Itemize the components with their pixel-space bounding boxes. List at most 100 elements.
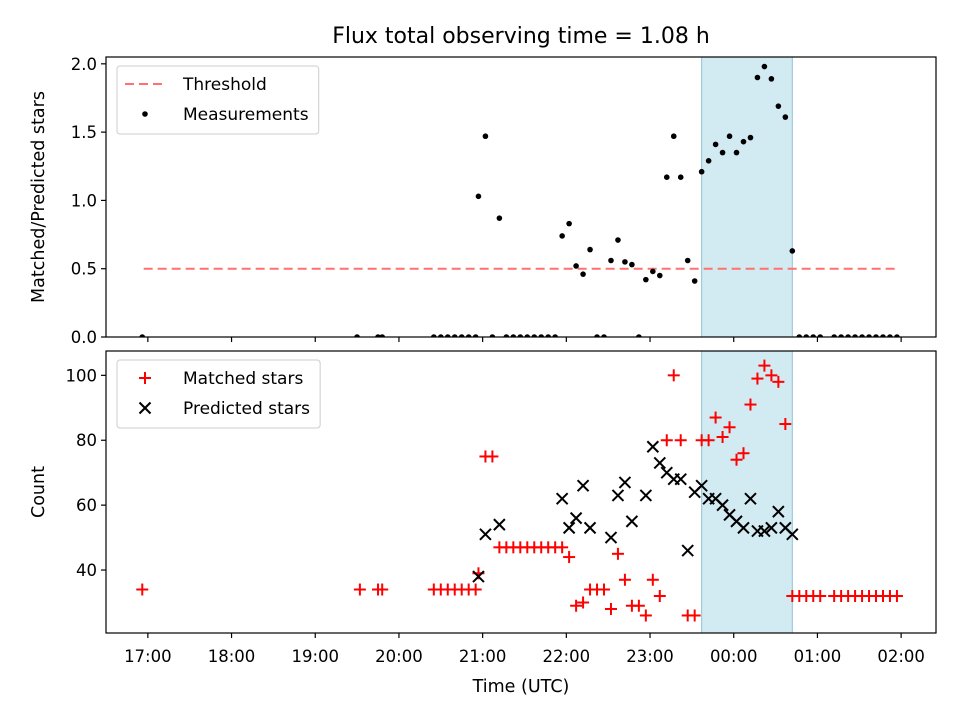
matched-point [667, 369, 680, 382]
measurement-point [482, 133, 489, 140]
series-1 [139, 63, 900, 337]
measurement-point [444, 334, 451, 337]
matched-point [779, 418, 792, 431]
measurement-point [517, 334, 524, 337]
top-panel: 0.0 0.5 1.0 1.5 2.0 Matched/Predicted stars Th… [29, 55, 937, 347]
predicted-point [786, 528, 799, 541]
predicted-point [562, 521, 576, 535]
predicted-point [646, 440, 660, 453]
x-tick-label: 01:00 [794, 647, 842, 666]
predicted-point [493, 518, 506, 531]
x-tick-label: 22:00 [543, 647, 591, 666]
matched-point [737, 447, 750, 460]
predicted-point [653, 456, 667, 470]
legend-label: Matched stars [183, 369, 303, 389]
y-tick-label: 1.5 [71, 123, 97, 142]
measurement-point [754, 74, 761, 81]
measurement-point [831, 334, 837, 337]
y-tick-label: 80 [76, 431, 97, 450]
measurement-point [650, 268, 656, 275]
x-tick-label: 20:00 [375, 647, 423, 666]
measurement-point [740, 138, 747, 145]
measurement-point [510, 334, 517, 337]
axes-frame [105, 350, 937, 634]
matched-point [611, 547, 624, 560]
measurement-point [573, 263, 579, 269]
y-axis-label: Matched/Predicted stars [29, 91, 49, 303]
x-tick-label: 19:00 [291, 647, 339, 666]
measurement-point [580, 271, 586, 277]
matched-point [570, 599, 583, 612]
matched-point [758, 359, 771, 372]
predicted-point [611, 489, 625, 502]
predicted-point [639, 489, 653, 502]
measurement-point [458, 334, 465, 337]
matched-point [660, 434, 673, 447]
measurement-point [524, 334, 531, 337]
measurement-point [852, 334, 858, 337]
matched-point [136, 583, 149, 596]
matched-point [674, 434, 687, 447]
y-tick-label: 60 [76, 496, 97, 515]
matched-point [730, 453, 743, 466]
measurement-point [810, 334, 817, 337]
predicted-point [765, 521, 778, 535]
matched-point [353, 583, 366, 596]
measurement-point [726, 133, 733, 140]
measurement-point [768, 76, 775, 82]
matched-point [744, 398, 757, 411]
measurement-point [894, 334, 900, 337]
measurement-point [354, 334, 360, 337]
x-tick-label: 23:00 [626, 647, 674, 666]
matched-point [556, 541, 569, 554]
predicted-point [737, 521, 750, 535]
highlight-band [701, 56, 793, 338]
x-tick-label: 17:00 [124, 647, 172, 666]
measurement-point [431, 334, 437, 337]
measurement-point [887, 334, 893, 337]
matched-point [469, 583, 482, 596]
y-tick-label: 0.5 [71, 260, 97, 279]
matched-point [890, 590, 903, 603]
measurement-point [437, 334, 444, 337]
measurement-point [796, 334, 803, 337]
matched-point [376, 583, 389, 596]
predicted-point [758, 524, 771, 538]
bottom-panel: 40 60 80 100 17:00 18:00 19:00 20:00 21:00 22:00 2… [29, 350, 937, 666]
y-tick-label: 100 [66, 366, 98, 385]
measurement-point [698, 168, 705, 175]
measurement-point [866, 334, 872, 337]
measurement-point [859, 334, 865, 337]
measurement-point [531, 334, 538, 337]
measurement-point [615, 237, 621, 243]
measurement-point [817, 334, 824, 337]
matched-point [563, 551, 576, 564]
measurement-point [705, 158, 712, 164]
measurement-point [587, 246, 593, 253]
matched-point [716, 430, 729, 443]
matched-point [653, 590, 666, 603]
legend: Matched stars Predicted stars [116, 359, 321, 429]
matched-point [709, 411, 722, 424]
measurement-point [139, 334, 146, 337]
measurement-point [663, 174, 670, 180]
measurement-point [789, 248, 796, 254]
measurement-point [684, 257, 691, 264]
measurement-point [691, 278, 698, 284]
matched-point [639, 609, 652, 622]
series-2 [472, 440, 799, 583]
measurement-point [880, 334, 886, 337]
matched-point [486, 450, 499, 463]
matched-point [765, 369, 778, 382]
measurement-point [475, 193, 482, 200]
predicted-point [479, 528, 492, 541]
measurement-point [761, 63, 768, 70]
x-tick-label: 00:00 [710, 647, 758, 666]
predicted-point [604, 531, 618, 544]
measurement-point [566, 220, 572, 227]
measurement-point [559, 233, 565, 239]
predicted-point [555, 492, 569, 505]
predicted-point [772, 505, 785, 518]
highlight-band [701, 350, 793, 634]
legend-label: Predicted stars [183, 399, 310, 419]
